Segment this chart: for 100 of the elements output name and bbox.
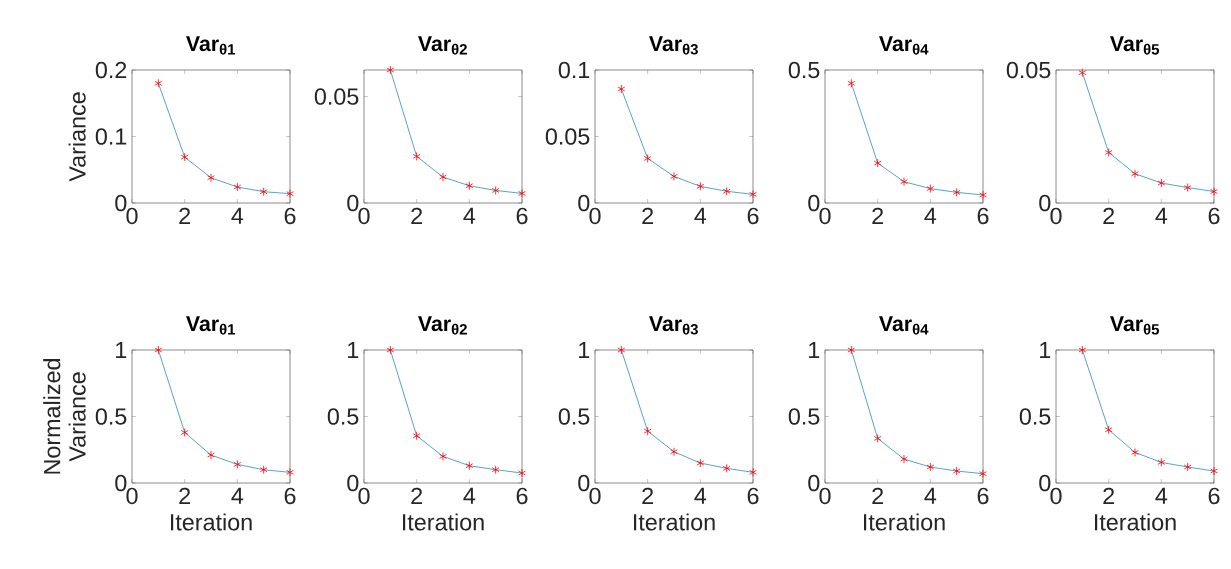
point (979, 190, 987, 200)
x-tick-label: 6 (747, 487, 759, 505)
y-tick-label: 0.5 (327, 408, 359, 425)
x-tick-label: 2 (1103, 487, 1114, 504)
point (1157, 178, 1166, 188)
point (617, 84, 626, 94)
y-tick-label: 0 (808, 194, 820, 212)
point (617, 345, 626, 355)
y-axis-title: Normalized Variance (43, 359, 86, 474)
point (979, 469, 987, 479)
x-tick-label: 4 (463, 207, 476, 224)
x-axis-title: Iteration (171, 513, 252, 531)
x-tick-label: 6 (1208, 207, 1220, 225)
chart-title: Var$_{θ3}$ (649, 316, 698, 335)
point (696, 181, 705, 191)
x-tick-label: 4 (1155, 207, 1168, 224)
point (154, 345, 163, 355)
point (412, 152, 421, 161)
x-tick-label: 0 (1050, 207, 1062, 225)
x-tick-label: 6 (284, 207, 296, 225)
x-tick-label: 0 (126, 207, 138, 225)
x-axis-title: Iteration (1095, 513, 1176, 531)
x-tick-label: 2 (872, 207, 883, 224)
point (952, 466, 961, 476)
y-tick-label: 0 (1039, 194, 1051, 212)
y-tick-label: 0 (115, 194, 127, 212)
point (180, 428, 189, 437)
y-tick-label: 0 (578, 194, 590, 212)
x-axis-title: Iteration (403, 513, 484, 531)
x-tick-label: 4 (694, 487, 707, 504)
y-tick-label: 0.1 (558, 61, 590, 79)
x-tick-label: 0 (358, 487, 370, 505)
point (491, 465, 500, 475)
x-tick-label: 4 (231, 487, 244, 504)
y-tick-label: 0 (347, 194, 359, 212)
x-tick-label: 4 (231, 207, 244, 224)
x-tick-label: 0 (819, 487, 831, 505)
chart-title: Var$_{θ2}$ (418, 316, 467, 335)
y-tick-label: 0 (115, 474, 127, 492)
point (1104, 425, 1113, 435)
point (1131, 169, 1139, 179)
chart-title: Var$_{θ2}$ (418, 36, 467, 55)
point (465, 461, 474, 471)
point (491, 186, 500, 195)
chart-title: Var$_{θ1}$ (186, 36, 236, 55)
point (439, 452, 447, 461)
y-tick-label: 0.1 (95, 128, 127, 145)
x-axis-title: Iteration (634, 513, 715, 531)
x-tick-label: 0 (358, 207, 370, 225)
point (952, 187, 961, 197)
point (1210, 466, 1218, 476)
chart-title: Var$_{θ4}$ (879, 36, 929, 55)
point (1157, 457, 1166, 467)
point (926, 184, 935, 194)
y-tick-label: 0.05 (545, 128, 590, 145)
x-axis-title: Iteration (864, 513, 945, 531)
point (847, 345, 856, 355)
chart-title: Var$_{θ5}$ (1110, 316, 1160, 335)
x-tick-label: 0 (819, 207, 831, 225)
x-tick-label: 4 (924, 207, 937, 224)
y-axis-title: Variance (68, 92, 86, 182)
point (1183, 183, 1192, 192)
point (386, 345, 395, 355)
x-tick-label: 2 (872, 487, 883, 504)
x-tick-label: 2 (642, 487, 653, 504)
x-tick-label: 2 (411, 207, 422, 224)
point (180, 152, 189, 162)
x-tick-label: 6 (747, 207, 759, 225)
y-tick-label: 0.5 (788, 408, 820, 425)
x-tick-label: 6 (977, 207, 989, 225)
point (1078, 345, 1087, 355)
point (518, 189, 526, 198)
point (900, 177, 908, 187)
chart-title: Var$_{θ5}$ (1110, 36, 1160, 55)
point (749, 189, 757, 199)
point (259, 187, 268, 197)
y-tick-label: 0.05 (1006, 61, 1051, 79)
point (749, 467, 757, 477)
x-tick-label: 0 (1050, 487, 1062, 505)
point (465, 181, 474, 191)
x-tick-label: 2 (642, 207, 653, 224)
point (286, 189, 294, 199)
y-tick-label: 0 (1039, 474, 1051, 492)
point (643, 154, 652, 163)
point (259, 465, 268, 475)
x-tick-label: 6 (1208, 487, 1220, 505)
x-tick-label: 2 (411, 487, 422, 504)
point (518, 468, 526, 478)
x-tick-label: 0 (589, 487, 601, 505)
y-tick-label: 0.2 (95, 61, 127, 79)
x-tick-label: 6 (516, 207, 528, 225)
y-tick-label: 1 (809, 341, 820, 359)
point (286, 467, 294, 477)
y-tick-label: 0 (347, 474, 359, 492)
y-tick-label: 0.5 (558, 408, 590, 425)
point (670, 447, 678, 457)
y-tick-label: 0.5 (788, 61, 820, 79)
y-tick-label: 1 (1040, 341, 1051, 359)
point (207, 173, 215, 183)
x-tick-label: 6 (516, 487, 528, 505)
